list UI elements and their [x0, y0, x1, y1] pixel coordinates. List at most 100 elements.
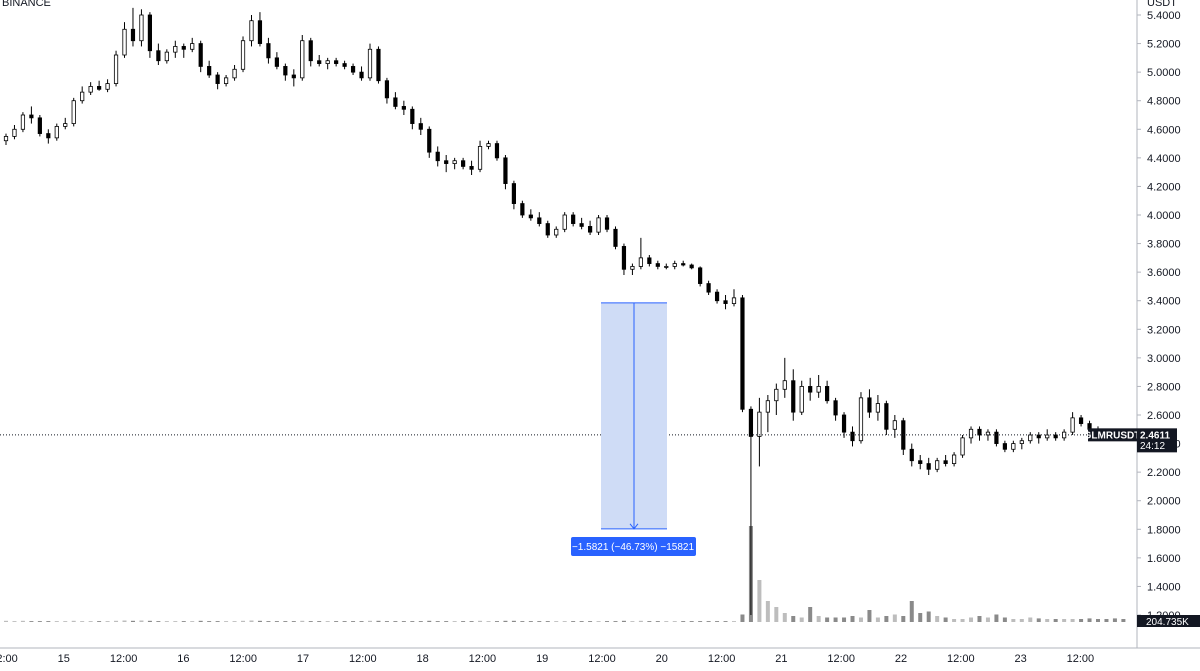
candle[interactable] [122, 22, 127, 58]
candle[interactable] [334, 57, 339, 67]
candle[interactable] [977, 426, 982, 441]
candle[interactable] [367, 43, 373, 81]
candle[interactable] [147, 12, 153, 58]
candle[interactable] [858, 392, 864, 444]
candle[interactable] [528, 209, 533, 221]
candle[interactable] [1002, 440, 1007, 453]
candle[interactable] [672, 260, 677, 270]
candle[interactable] [130, 7, 136, 47]
candle[interactable] [393, 92, 398, 110]
candle[interactable] [46, 129, 51, 144]
candle[interactable] [960, 435, 965, 458]
candle[interactable] [579, 217, 584, 230]
candle[interactable] [596, 215, 601, 235]
candle[interactable] [156, 43, 161, 65]
candle[interactable] [562, 212, 567, 233]
candle[interactable] [384, 77, 390, 104]
candle[interactable] [1028, 432, 1033, 444]
candle[interactable] [613, 226, 618, 250]
candle[interactable] [173, 40, 178, 58]
candle[interactable] [681, 260, 686, 267]
candle[interactable] [401, 100, 406, 115]
candle[interactable] [782, 357, 787, 398]
candle[interactable] [1078, 415, 1084, 427]
candle[interactable] [469, 160, 474, 175]
candle[interactable] [105, 79, 110, 93]
candle[interactable] [884, 400, 889, 435]
candle[interactable] [740, 295, 745, 413]
candle[interactable] [655, 260, 660, 270]
candle[interactable] [427, 126, 432, 158]
candle[interactable] [139, 9, 144, 47]
candle[interactable] [554, 226, 559, 238]
candle[interactable] [520, 200, 525, 218]
candle[interactable] [308, 37, 313, 67]
candle[interactable] [350, 63, 356, 75]
candle[interactable] [503, 155, 508, 190]
time-axis[interactable]: 12:00 15 12:00 16 12:00 17 12:00 18 12:00 19 12:00… [0, 647, 1200, 665]
candle[interactable] [486, 140, 491, 150]
candle[interactable] [816, 375, 821, 398]
candle[interactable] [257, 12, 263, 47]
candle[interactable] [477, 140, 483, 173]
candle[interactable] [808, 377, 813, 401]
candle[interactable] [968, 426, 974, 444]
candle[interactable] [444, 155, 449, 173]
candle[interactable] [1036, 432, 1041, 444]
candle[interactable] [317, 55, 322, 67]
price-axis[interactable]: 5.4000 5.2000 5.0000 4.8000 4.6000 4.4000 4.20… [1136, 0, 1181, 648]
candle[interactable] [435, 146, 440, 167]
candle[interactable] [410, 106, 415, 130]
candle[interactable] [698, 266, 703, 287]
candle[interactable] [198, 40, 203, 73]
candle[interactable] [181, 43, 186, 58]
candle[interactable] [266, 37, 271, 64]
candle[interactable] [875, 395, 881, 421]
candle[interactable] [571, 212, 576, 227]
candle[interactable] [706, 280, 711, 295]
candle[interactable] [97, 80, 102, 91]
candle[interactable] [638, 237, 643, 270]
candle[interactable] [113, 50, 119, 87]
candle[interactable] [799, 380, 804, 415]
candle[interactable] [1070, 412, 1075, 435]
candle[interactable] [63, 117, 68, 130]
candle[interactable] [291, 69, 296, 87]
candle[interactable] [29, 106, 34, 124]
candle[interactable] [689, 263, 694, 270]
candle[interactable] [587, 220, 593, 235]
candle[interactable] [664, 263, 669, 270]
candle[interactable] [240, 36, 246, 73]
candle[interactable] [850, 426, 855, 447]
candle[interactable] [1053, 432, 1058, 441]
candle[interactable] [935, 457, 940, 473]
candle[interactable] [325, 57, 330, 70]
candle[interactable] [901, 417, 906, 455]
candle[interactable] [951, 452, 957, 467]
candle[interactable] [300, 35, 305, 81]
candle[interactable] [943, 455, 948, 467]
candle[interactable] [892, 415, 897, 438]
candle[interactable] [791, 369, 796, 421]
candle[interactable] [164, 49, 169, 64]
candle[interactable] [461, 157, 466, 170]
candle[interactable] [3, 133, 9, 145]
candle[interactable] [207, 60, 212, 78]
measure-tool[interactable]: −1.5821 (−46.73%) −15821 [571, 302, 696, 556]
candle[interactable] [748, 406, 754, 615]
candle[interactable] [630, 263, 635, 275]
candle[interactable] [88, 82, 93, 95]
candle[interactable] [12, 125, 17, 140]
candle[interactable] [494, 140, 500, 161]
candle[interactable] [1011, 440, 1016, 453]
candle[interactable] [604, 215, 610, 233]
candle[interactable] [757, 397, 762, 467]
candle[interactable] [223, 75, 229, 87]
candle[interactable] [20, 112, 26, 133]
candle[interactable] [714, 289, 720, 304]
candle[interactable] [80, 86, 85, 104]
candle[interactable] [867, 389, 872, 418]
candle[interactable] [825, 380, 830, 404]
candle[interactable] [723, 295, 728, 310]
candle[interactable] [215, 72, 220, 90]
